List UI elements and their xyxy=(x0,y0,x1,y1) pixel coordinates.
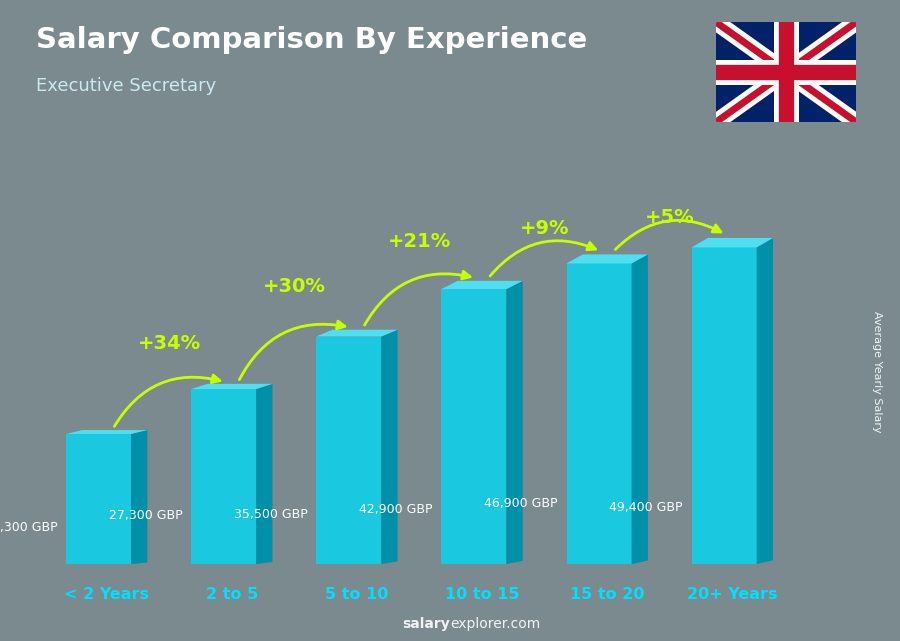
Polygon shape xyxy=(131,430,148,564)
Text: Average Yearly Salary: Average Yearly Salary xyxy=(872,311,883,433)
Polygon shape xyxy=(316,337,382,564)
Text: 46,900 GBP: 46,900 GBP xyxy=(484,497,558,510)
Text: 35,500 GBP: 35,500 GBP xyxy=(234,508,308,520)
Text: explorer.com: explorer.com xyxy=(450,617,540,631)
Text: +30%: +30% xyxy=(263,277,326,296)
Text: +34%: +34% xyxy=(138,334,201,353)
Polygon shape xyxy=(566,254,648,263)
Text: +9%: +9% xyxy=(520,219,570,238)
Text: Executive Secretary: Executive Secretary xyxy=(36,77,216,95)
Polygon shape xyxy=(66,434,131,564)
Text: 20+ Years: 20+ Years xyxy=(687,587,778,602)
Text: 15 to 20: 15 to 20 xyxy=(570,587,644,602)
Text: 42,900 GBP: 42,900 GBP xyxy=(359,503,433,515)
Polygon shape xyxy=(691,247,757,564)
Text: 49,400 GBP: 49,400 GBP xyxy=(609,501,683,513)
Polygon shape xyxy=(632,254,648,564)
Text: salary: salary xyxy=(402,617,450,631)
Text: 20,300 GBP: 20,300 GBP xyxy=(0,521,58,534)
Text: 2 to 5: 2 to 5 xyxy=(206,587,258,602)
Polygon shape xyxy=(316,329,398,337)
Text: +21%: +21% xyxy=(388,233,451,251)
Polygon shape xyxy=(757,238,773,564)
Text: 27,300 GBP: 27,300 GBP xyxy=(109,508,183,522)
Polygon shape xyxy=(191,389,256,564)
Text: Salary Comparison By Experience: Salary Comparison By Experience xyxy=(36,26,587,54)
Polygon shape xyxy=(382,329,398,564)
Polygon shape xyxy=(256,384,273,564)
Text: 5 to 10: 5 to 10 xyxy=(325,587,389,602)
Text: +5%: +5% xyxy=(645,208,695,227)
Polygon shape xyxy=(441,289,507,564)
Polygon shape xyxy=(507,281,523,564)
Polygon shape xyxy=(691,238,773,247)
Polygon shape xyxy=(66,430,148,434)
Text: 10 to 15: 10 to 15 xyxy=(445,587,519,602)
Polygon shape xyxy=(191,384,273,389)
Polygon shape xyxy=(566,263,632,564)
Polygon shape xyxy=(441,281,523,289)
Text: < 2 Years: < 2 Years xyxy=(64,587,149,602)
